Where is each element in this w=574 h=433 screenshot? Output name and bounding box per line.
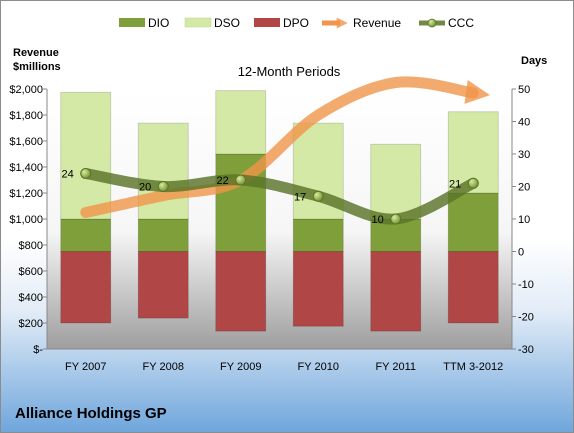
right-tick-label: -10 [518,279,534,291]
plot-area [47,89,512,349]
legend-dio-label: DIO [148,16,169,30]
ccc-point-fy-2009 [235,174,247,186]
left-tick-label: $1,600 [9,136,43,148]
dpo-bar-fy-2010 [292,251,344,327]
left-tick-label: $2,000 [9,84,43,96]
ccc-data-label-fy-2008: 20 [139,182,151,194]
dso-bar-fy-2011 [370,143,422,220]
right-tick-label: 30 [518,149,530,161]
company-name: Alliance Holdings GP [15,405,167,422]
axes-layer: $- $200 $400 $600 $800 $1,000 $1,200 $1,400 $1,6… [9,84,534,373]
ccc-data-label-fy-2009: 22 [217,175,229,187]
dpo-bar-fy-2008 [137,251,189,319]
left-tick-label: $1,200 [9,188,43,200]
ccc-point-fy-2011 [390,213,402,225]
ccc-data-label-fy-2007: 24 [62,169,74,181]
x-tick-label: FY 2009 [220,361,261,373]
left-tick-label: $400 [19,292,43,304]
x-tick-label: TTM 3-2012 [443,361,503,373]
x-tick-label: FY 2010 [298,361,339,373]
x-tick-label: FY 2011 [375,361,416,373]
ccc-data-label-ttm-3-2012: 21 [449,178,461,190]
left-tick-label: $- [33,344,43,356]
left-axis-title-line1: Revenue [13,47,59,59]
ccc-point-ttm-3-2012 [467,177,479,189]
left-tick-label: $1,000 [9,214,43,226]
ccc-point-fy-2007 [80,168,92,179]
legend: DIO DSO DPO Revenue CCC [119,16,474,30]
revenue-trend-line [80,76,491,218]
dio-bar-fy-2008 [137,218,189,252]
right-tick-label: 20 [518,182,530,194]
x-tick-label: FY 2008 [143,361,184,373]
legend-revenue-label: Revenue [353,16,401,30]
legend-dpo-label: DPO [283,16,309,30]
left-tick-label: $800 [19,240,43,252]
dpo-bar-fy-2009 [215,251,267,332]
legend-dso-label: DSO [214,16,240,30]
dio-bar-ttm-3-2012 [447,192,499,252]
dso-bar-fy-2007 [60,91,112,220]
legend-dso-swatch [184,17,212,28]
lines-layer: 24 20 22 17 10 21 [62,76,491,226]
right-tick-label: 50 [518,84,530,96]
dpo-bar-fy-2007 [60,251,112,324]
legend-dpo-swatch [254,18,280,27]
left-axis-title-line2: $millions [13,61,61,73]
left-tick-label: $1,800 [9,110,43,122]
ccc-point-fy-2010 [312,190,324,202]
dpo-bar-fy-2011 [370,251,422,332]
ccc-data-label-fy-2011: 10 [372,214,384,226]
dpo-bar-ttm-3-2012 [447,251,499,324]
legend-dio-swatch [119,18,145,27]
right-tick-label: 40 [518,117,530,129]
x-tick-label: FY 2007 [65,361,106,373]
chart-title: 12-Month Periods [238,64,341,79]
right-tick-label: -20 [518,312,534,324]
legend-ccc-label: CCC [448,16,474,30]
ccc-data-label-fy-2010: 17 [294,191,306,203]
left-tick-label: $200 [19,318,43,330]
right-axis-title: Days [521,55,547,67]
left-tick-label: $600 [19,266,43,278]
right-tick-label: -30 [518,344,534,356]
ccc-point-fy-2008 [157,181,169,192]
left-tick-label: $1,400 [9,162,43,174]
dio-bar-fy-2007 [60,218,112,252]
right-tick-label: 10 [518,214,530,226]
right-tick-label: 0 [518,247,524,259]
legend-ccc-dot [427,18,437,28]
dio-bar-fy-2010 [292,218,344,252]
dso-bar-fy-2009 [215,90,267,155]
